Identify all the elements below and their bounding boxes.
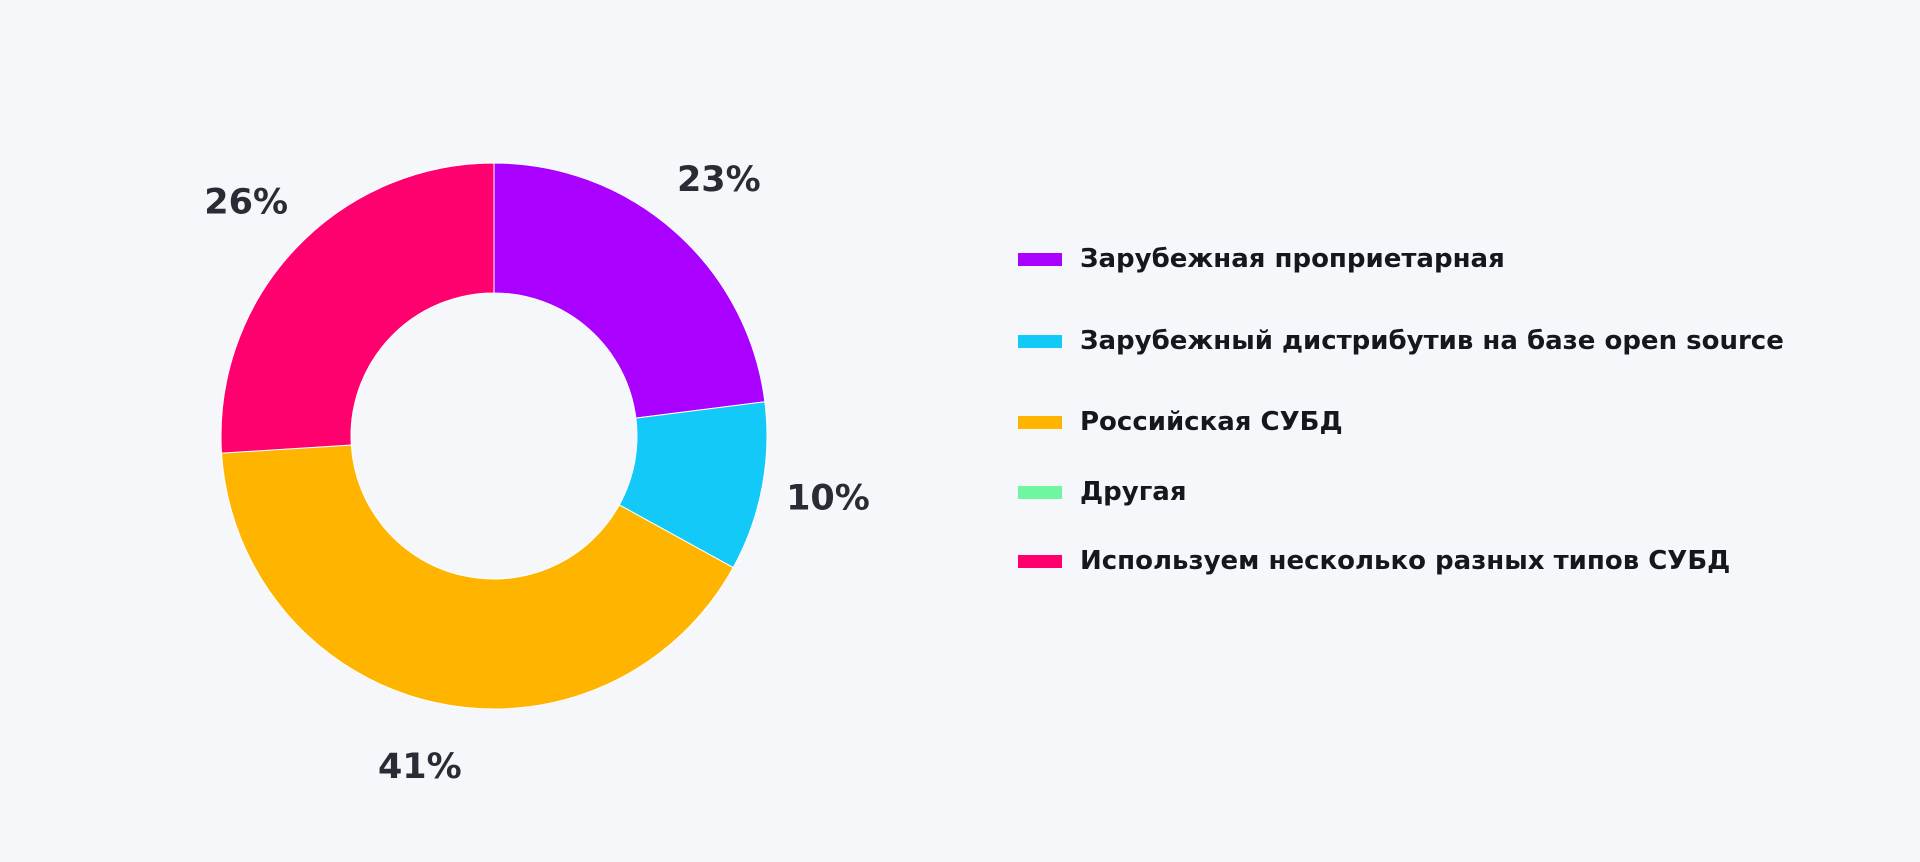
donut-slice-5 bbox=[220, 162, 495, 454]
legend-swatch bbox=[1018, 485, 1062, 499]
legend-item: Зарубежная проприетарная bbox=[1018, 244, 1784, 274]
legend-item: Используем несколько разных типов СУБД bbox=[1018, 546, 1784, 576]
legend-swatch bbox=[1018, 415, 1062, 429]
donut-chart: 23% 10% 41% 26% bbox=[204, 160, 870, 787]
legend-swatch bbox=[1018, 334, 1062, 348]
legend-swatch bbox=[1018, 554, 1062, 568]
slice-value-label-2: 10% bbox=[786, 479, 870, 519]
legend-item: Зарубежный дистрибутив на базе open sour… bbox=[1018, 326, 1784, 356]
slice-value-label-3: 41% bbox=[378, 747, 462, 787]
legend-item: Другая bbox=[1018, 477, 1784, 507]
legend: Зарубежная проприетарная Зарубежный дистр… bbox=[1018, 244, 1784, 576]
donut-slices bbox=[220, 162, 768, 710]
legend-label: Зарубежный дистрибутив на базе open sour… bbox=[1080, 326, 1784, 356]
legend-label: Зарубежная проприетарная bbox=[1080, 244, 1505, 274]
legend-label: Российская СУБД bbox=[1080, 407, 1343, 437]
legend-item: Российская СУБД bbox=[1018, 407, 1784, 437]
slice-value-label-1: 23% bbox=[677, 160, 761, 200]
legend-swatch bbox=[1018, 252, 1062, 266]
slice-value-labels: 23% 10% 41% 26% bbox=[204, 160, 870, 787]
donut-slice-1 bbox=[493, 162, 766, 419]
legend-label: Другая bbox=[1080, 477, 1187, 507]
donut-slice-3 bbox=[221, 444, 734, 710]
slice-value-label-5: 26% bbox=[204, 182, 288, 222]
legend-label: Используем несколько разных типов СУБД bbox=[1080, 546, 1731, 576]
